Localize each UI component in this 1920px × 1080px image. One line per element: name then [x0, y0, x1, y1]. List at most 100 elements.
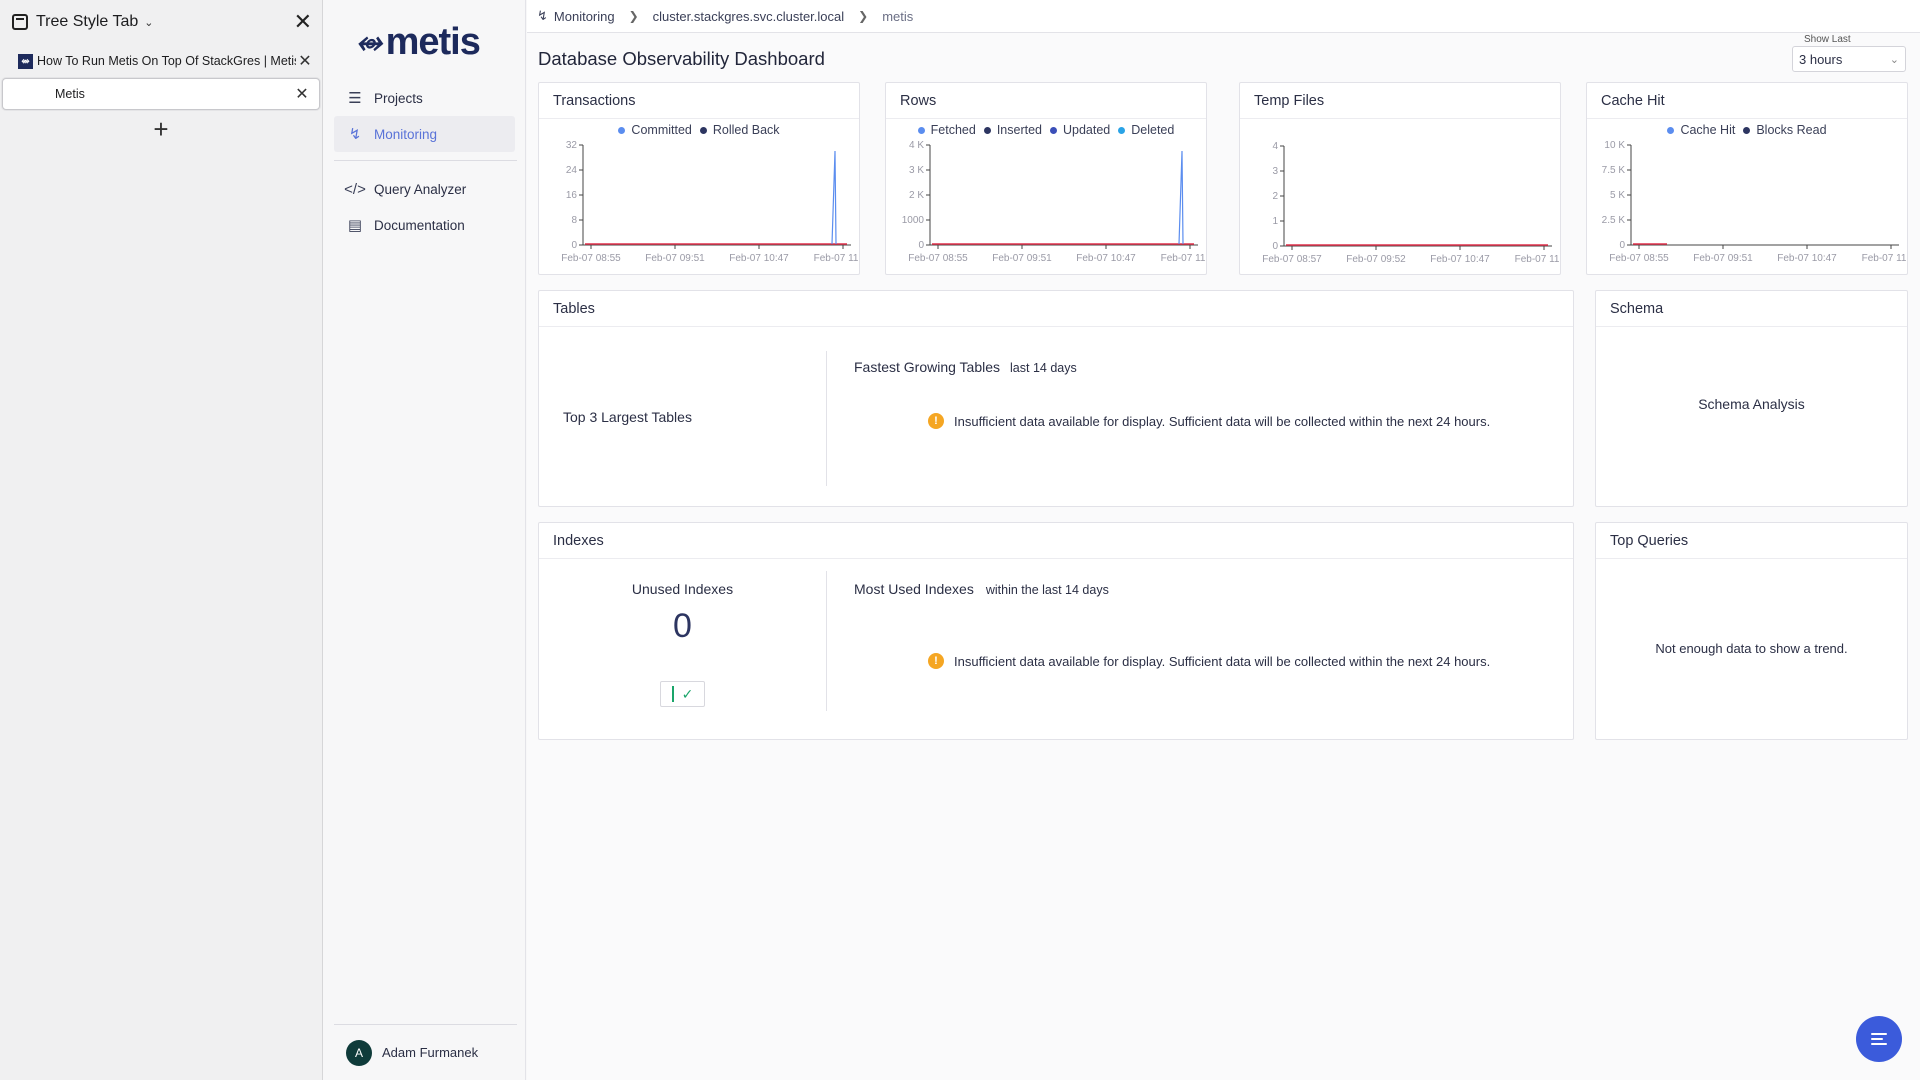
chat-button[interactable]	[1856, 1016, 1902, 1062]
sidebar-item-query-analyzer[interactable]: </> Query Analyzer	[334, 171, 515, 207]
user-name: Adam Furmanek	[382, 1045, 479, 1060]
chart-legend: Committed Rolled Back	[539, 123, 859, 137]
legend-item[interactable]: Fetched	[917, 123, 976, 137]
legend-item[interactable]: Cache Hit	[1667, 123, 1735, 137]
x-tick-label: Feb-07 10:47	[1777, 253, 1837, 262]
y-tick-label: 10 K	[1604, 140, 1625, 151]
y-tick-label: 2.5 K	[1602, 215, 1626, 226]
fastest-growing-label: Fastest Growing Tables	[854, 359, 1001, 375]
tab-item-active[interactable]: Metis ✕	[2, 78, 320, 110]
legend-label: Rolled Back	[712, 123, 780, 137]
show-last-dropdown[interactable]: 3 hours ⌄	[1792, 46, 1906, 72]
legend-label: Cache Hit	[1680, 123, 1736, 137]
y-tick-label: 7.5 K	[1602, 165, 1626, 176]
tst-app-icon	[12, 14, 28, 30]
card-title: Cache Hit	[1587, 83, 1907, 119]
legend-dot	[699, 126, 707, 134]
warning-icon: !	[928, 413, 944, 429]
legend-dot	[1667, 126, 1675, 134]
x-tick-label: Feb-07 09:51	[992, 253, 1052, 262]
code-icon: </>	[344, 180, 366, 198]
x-tick-label: Feb-07 10:47	[1076, 253, 1136, 262]
card-title: Schema	[1596, 291, 1907, 327]
chevron-down-icon: ⌄	[1889, 53, 1899, 66]
temp-files-chart: 4 3 2 1 0 Feb-07 08:57 Feb-07 09:52 Feb-07 10:4…	[1262, 141, 1560, 263]
x-tick-label: Feb-07 11:55	[814, 253, 859, 262]
legend-item[interactable]: Updated	[1049, 123, 1111, 137]
show-last-label: Show Last	[1804, 34, 1851, 45]
x-tick-label: Feb-07 08:55	[908, 253, 968, 262]
largest-tables-label: Top 3 Largest Tables	[563, 409, 692, 425]
x-tick-label: Feb-07 09:51	[645, 253, 705, 262]
y-tick-label: 0	[918, 240, 924, 251]
activity-icon: ↯	[348, 126, 362, 143]
indexes-warning: ! Insufficient data available for displa…	[928, 653, 1490, 669]
metis-logo-icon: ⥈	[356, 23, 382, 59]
y-tick-label: 1000	[902, 215, 925, 226]
divider	[826, 351, 827, 486]
rows-card: Rows Fetched Inserted Updated Deleted 4 K 3 …	[885, 82, 1207, 275]
sidebar-item-monitoring[interactable]: ↯ Monitoring	[334, 116, 515, 152]
chevron-right-icon: ❯	[858, 9, 869, 23]
legend-item[interactable]: Rolled Back	[699, 123, 780, 137]
legend-item[interactable]: Committed	[618, 123, 692, 137]
x-tick-label: Feb-07 09:52	[1346, 254, 1406, 263]
legend-item[interactable]: Inserted	[983, 123, 1042, 137]
main-content: ↯ Monitoring ❯ cluster.stackgres.svc.clu…	[527, 0, 1920, 1080]
sidebar-item-label: Projects	[374, 90, 423, 106]
legend-label: Updated	[1062, 123, 1111, 137]
schema-analysis-label[interactable]: Schema Analysis	[1698, 396, 1805, 412]
y-tick-label: 1	[1272, 216, 1278, 227]
most-used-header: Most Used Indexes within the last 14 day…	[854, 581, 1109, 597]
x-tick-label: Feb-07 08:55	[561, 253, 621, 262]
breadcrumb-item: metis	[882, 8, 914, 24]
legend-dot	[983, 126, 991, 134]
tab-label: Metis	[55, 87, 85, 101]
close-icon[interactable]: ✕	[293, 9, 312, 34]
breadcrumb: ↯ Monitoring ❯ cluster.stackgres.svc.clu…	[527, 0, 1920, 33]
legend-item[interactable]: Deleted	[1118, 123, 1174, 137]
sidebar-item-documentation[interactable]: ▤ Documentation	[334, 207, 515, 243]
breadcrumb-item[interactable]: Monitoring	[553, 8, 615, 24]
chat-icon	[1871, 1030, 1887, 1048]
new-tab-button[interactable]: +	[153, 114, 169, 144]
legend-item[interactable]: Blocks Read	[1743, 123, 1827, 137]
x-tick-label: Feb-07 08:55	[1609, 253, 1669, 262]
chevron-right-icon: ❯	[628, 9, 639, 23]
y-tick-label: 4 K	[909, 140, 924, 151]
user-profile[interactable]: A Adam Furmanek	[334, 1024, 517, 1080]
legend-label: Inserted	[996, 123, 1042, 137]
activity-icon: ↯	[537, 8, 548, 23]
sidebar-item-projects[interactable]: ☰ Projects	[334, 80, 515, 116]
rows-chart: 4 K 3 K 2 K 1000 0 Feb-07 08:55 Feb-07 09:51 Fe…	[902, 140, 1206, 262]
metis-logo[interactable]: ⥈ metis	[324, 0, 525, 63]
page-title: Database Observability Dashboard	[538, 48, 825, 69]
x-tick-label: Feb-07 08:57	[1262, 254, 1322, 263]
card-title: Top Queries	[1596, 523, 1907, 559]
card-title: Rows	[886, 83, 1206, 119]
divider	[334, 160, 517, 161]
legend-label: Committed	[631, 123, 692, 137]
chevron-down-icon[interactable]: ⌄	[144, 16, 154, 29]
tab-item[interactable]: ⥈ How To Run Metis On Top Of StackGres |…	[0, 44, 322, 78]
show-last-select[interactable]: Show Last 3 hours ⌄	[1792, 34, 1906, 72]
y-tick-label: 4	[1272, 141, 1278, 152]
most-used-label: Most Used Indexes	[854, 581, 974, 597]
tab-close-icon[interactable]: ✕	[295, 86, 309, 103]
tab-close-icon[interactable]: ✕	[298, 53, 312, 70]
series-line-spike	[1178, 150, 1184, 245]
legend-dot	[1118, 126, 1126, 134]
top-queries-empty: Not enough data to show a trend.	[1655, 641, 1848, 656]
legend-dot	[1049, 126, 1057, 134]
unused-indexes-label: Unused Indexes	[631, 581, 734, 597]
cache-hit-card: Cache Hit Cache Hit Blocks Read 10 K 7.5 K…	[1586, 82, 1908, 275]
tree-style-tab-panel: Tree Style Tab ⌄ ✕ ⥈ How To Run Metis On…	[0, 0, 323, 1080]
y-tick-label: 8	[571, 215, 577, 226]
y-tick-label: 3	[1272, 166, 1278, 177]
show-last-value: 3 hours	[1799, 51, 1843, 67]
legend-dot	[917, 126, 925, 134]
breadcrumb-item[interactable]: cluster.stackgres.svc.cluster.local	[652, 8, 845, 24]
card-title: Transactions	[539, 83, 859, 119]
tst-title[interactable]: Tree Style Tab	[36, 13, 139, 30]
y-tick-label: 0	[571, 240, 577, 251]
